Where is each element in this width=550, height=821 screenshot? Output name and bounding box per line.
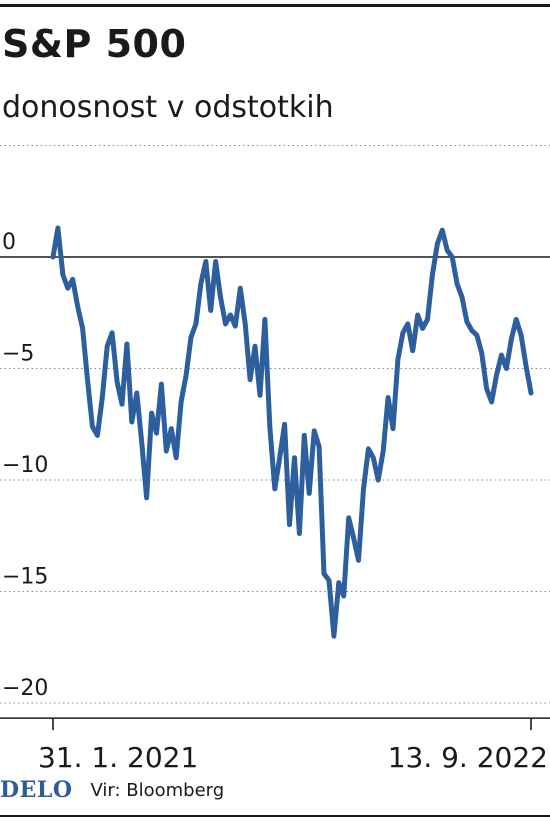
top-rule <box>0 4 550 7</box>
y-tick-label: −10 <box>2 453 48 478</box>
delo-logo: DELO <box>0 777 73 803</box>
y-axis-ticks: 0 −5 −10 −15 −20 <box>2 230 48 701</box>
y-tick-label: 0 <box>2 230 16 255</box>
y-tick-label: −15 <box>2 565 48 590</box>
x-axis: 31. 1. 2021 13. 9. 2022 <box>0 717 550 774</box>
series-line <box>50 225 534 639</box>
chart-title: S&P 500 <box>2 22 187 66</box>
y-tick-label: −5 <box>2 342 34 367</box>
gridlines <box>0 145 550 704</box>
source-note: Vir: Bloomberg <box>90 779 225 801</box>
bottom-rule <box>0 815 550 817</box>
x-tick-label: 31. 1. 2021 <box>38 741 198 774</box>
chart-subtitle: donosnost v odstotkih <box>2 90 334 125</box>
line-chart: 0 −5 −10 −15 −20 31. 1. 2021 13. 9. 2022 <box>0 145 550 774</box>
y-tick-label: −20 <box>2 676 48 701</box>
footer: DELO Vir: Bloomberg <box>0 775 224 805</box>
x-tick-label: 13. 9. 2022 <box>388 741 548 774</box>
series-lines <box>50 225 534 639</box>
